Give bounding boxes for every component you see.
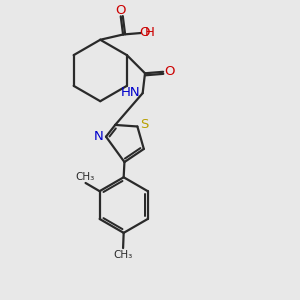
Text: CH₃: CH₃ [113,250,133,260]
Text: H: H [145,26,155,39]
Text: CH₃: CH₃ [75,172,94,182]
Text: N: N [94,130,104,142]
Text: HN: HN [121,86,140,99]
Text: O: O [116,4,126,17]
Text: O: O [164,65,175,78]
Text: S: S [140,118,148,131]
Text: O: O [140,26,150,39]
